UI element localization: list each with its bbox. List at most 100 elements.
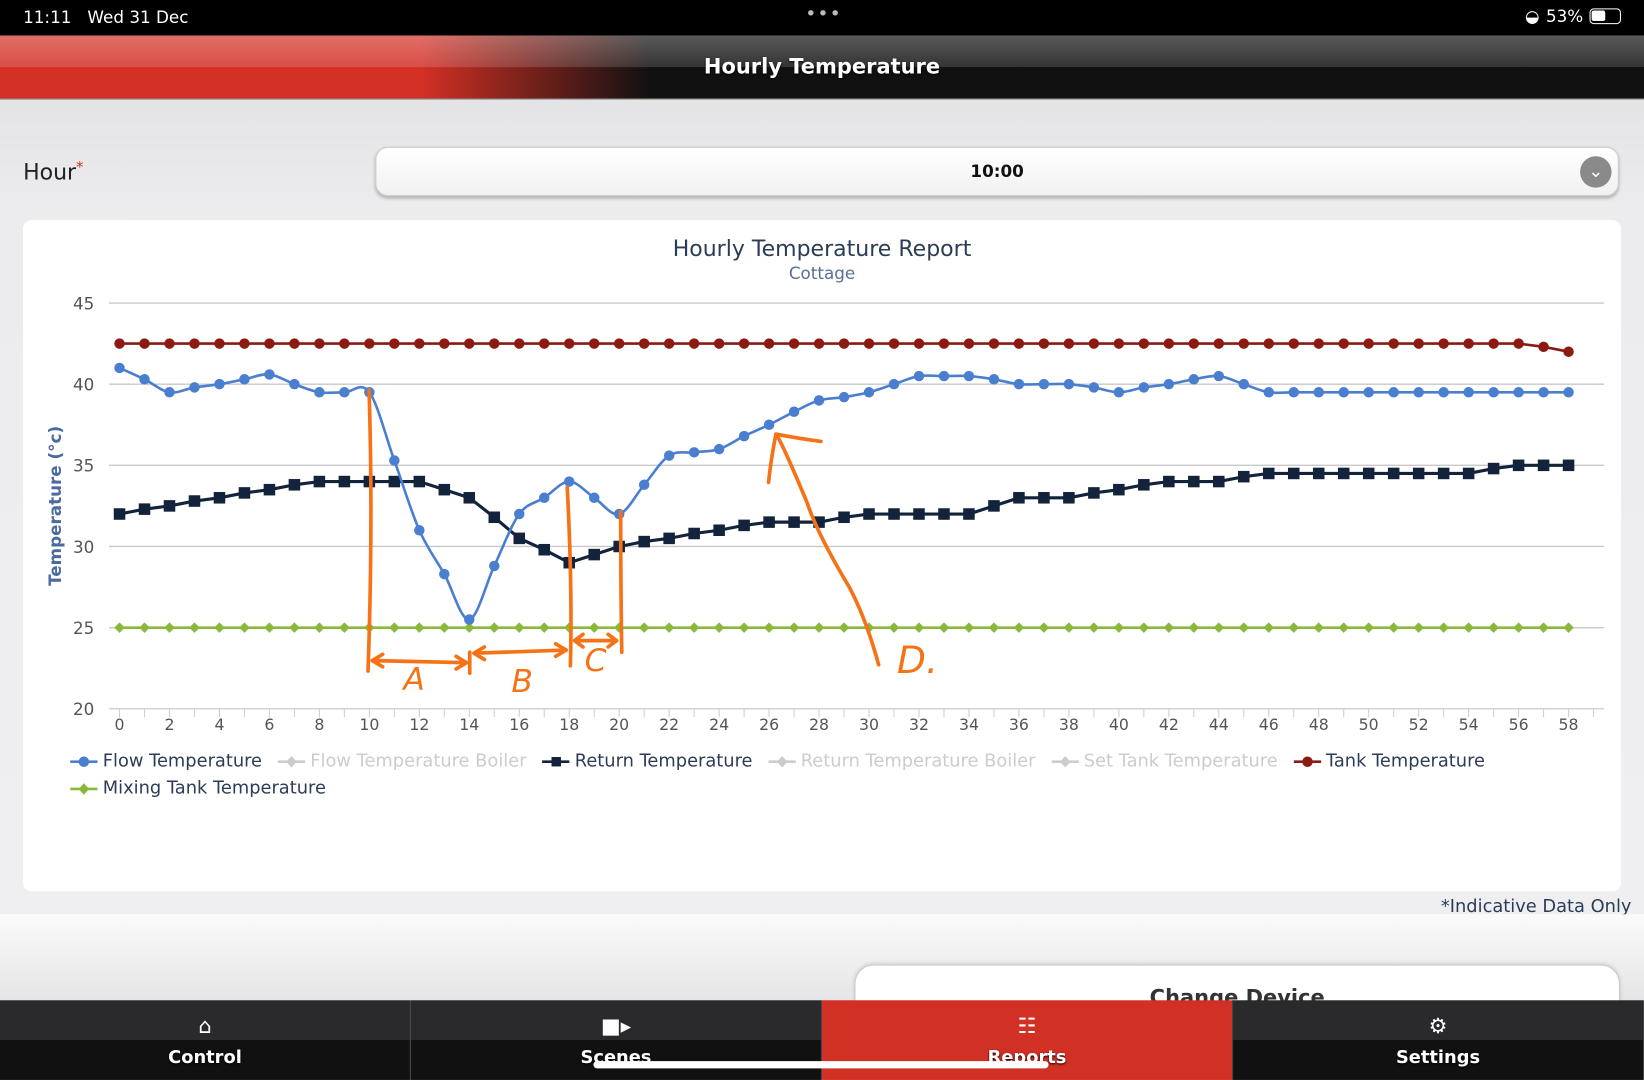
data-point <box>963 508 975 520</box>
legend-item[interactable]: Set Tank Temperature <box>1050 751 1278 772</box>
data-point <box>489 560 500 572</box>
data-point <box>1088 487 1100 499</box>
home-indicator[interactable] <box>593 1061 1049 1069</box>
data-point <box>214 622 225 633</box>
data-point <box>1063 622 1075 633</box>
x-tick-label: 26 <box>759 715 779 734</box>
data-point <box>663 622 675 633</box>
tab-control[interactable]: ⌂ Control <box>0 1000 412 1080</box>
data-point <box>638 479 650 491</box>
data-point <box>389 338 400 349</box>
data-point <box>1163 338 1175 349</box>
data-point <box>1438 622 1449 633</box>
data-point <box>1138 382 1150 393</box>
legend-item[interactable]: Tank Temperature <box>1292 751 1485 772</box>
legend-marker-icon <box>1051 755 1079 767</box>
data-point <box>588 492 600 504</box>
data-point <box>963 622 975 633</box>
tab-label: Control <box>168 1047 242 1069</box>
x-tick-label: 6 <box>264 715 274 734</box>
status-time: 11:11 Wed 31 Dec <box>23 7 189 28</box>
legend-item[interactable]: Flow Temperature Boiler <box>277 751 527 772</box>
data-point <box>163 500 176 512</box>
data-point <box>988 374 1000 385</box>
legend-item[interactable]: Mixing Tank Temperature <box>69 778 326 799</box>
data-point <box>1113 338 1125 349</box>
data-point <box>164 387 175 398</box>
data-point <box>1138 622 1150 633</box>
data-point <box>788 338 800 349</box>
indicative-note: *Indicative Data Only <box>1440 896 1632 918</box>
annotation-label: A <box>401 662 425 698</box>
data-point <box>1213 370 1225 382</box>
data-point <box>1363 387 1374 398</box>
data-point <box>188 495 201 507</box>
data-point <box>239 374 250 385</box>
annotation-arrow-d <box>766 432 881 667</box>
hour-select[interactable]: 10:00 ⌄ <box>375 146 1619 197</box>
data-point <box>888 622 900 633</box>
legend-item[interactable]: Return Temperature Boiler <box>767 751 1035 772</box>
data-point <box>938 622 950 633</box>
data-point <box>1013 492 1025 504</box>
legend-item[interactable]: Return Temperature <box>541 751 752 772</box>
data-point <box>1338 387 1349 398</box>
data-point <box>1163 378 1175 390</box>
data-point <box>1338 338 1349 349</box>
data-point <box>713 622 725 633</box>
data-point <box>888 508 900 520</box>
data-point <box>239 338 250 349</box>
data-point <box>1088 622 1100 633</box>
x-tick-label: 30 <box>859 715 879 734</box>
data-point <box>838 622 850 633</box>
data-point <box>1113 622 1125 633</box>
data-point <box>1563 387 1574 398</box>
data-point <box>339 387 350 398</box>
legend-item[interactable]: Flow Temperature <box>69 751 262 772</box>
data-point <box>663 338 675 349</box>
data-point <box>1038 338 1050 349</box>
data-point <box>1188 622 1200 633</box>
gear-icon: ⚙ <box>1428 1012 1448 1039</box>
data-point <box>214 378 225 390</box>
data-point <box>1313 387 1324 398</box>
x-tick-label: 8 <box>314 715 324 734</box>
data-point <box>514 338 525 349</box>
data-point <box>1488 622 1499 633</box>
data-point <box>963 370 975 382</box>
chart-title: Hourly Temperature Report <box>672 235 972 262</box>
data-point <box>439 622 450 633</box>
page-title: Hourly Temperature <box>703 53 941 79</box>
data-point <box>688 622 700 633</box>
data-point <box>813 395 825 406</box>
data-point <box>1513 387 1524 398</box>
data-point <box>1388 622 1399 633</box>
data-point <box>388 475 401 488</box>
data-point <box>888 338 900 349</box>
chevron-down-icon[interactable]: ⌄ <box>1580 156 1612 188</box>
data-point <box>813 622 825 633</box>
data-point <box>1063 492 1075 504</box>
data-point <box>488 511 501 524</box>
data-point <box>1513 622 1524 633</box>
annotation-label: B <box>511 664 533 700</box>
data-point <box>863 387 875 398</box>
data-point <box>1362 467 1375 480</box>
data-point <box>763 622 775 633</box>
tab-settings[interactable]: ⚙ Settings <box>1233 1000 1644 1080</box>
data-point <box>113 508 126 520</box>
data-point <box>1038 378 1050 390</box>
data-point <box>1438 338 1449 349</box>
data-point <box>738 622 750 633</box>
x-tick-label: 40 <box>1109 715 1129 734</box>
legend-marker-icon <box>70 755 98 767</box>
multitask-dots[interactable]: ••• <box>805 3 842 26</box>
battery-percent: 53% <box>1545 6 1584 27</box>
data-point <box>563 476 575 487</box>
annotation-line <box>565 485 573 668</box>
data-point <box>1188 374 1200 385</box>
legend-marker-icon <box>277 755 306 767</box>
data-point <box>1538 622 1549 633</box>
tab-label: Settings <box>1395 1047 1481 1069</box>
data-point <box>1238 378 1250 390</box>
